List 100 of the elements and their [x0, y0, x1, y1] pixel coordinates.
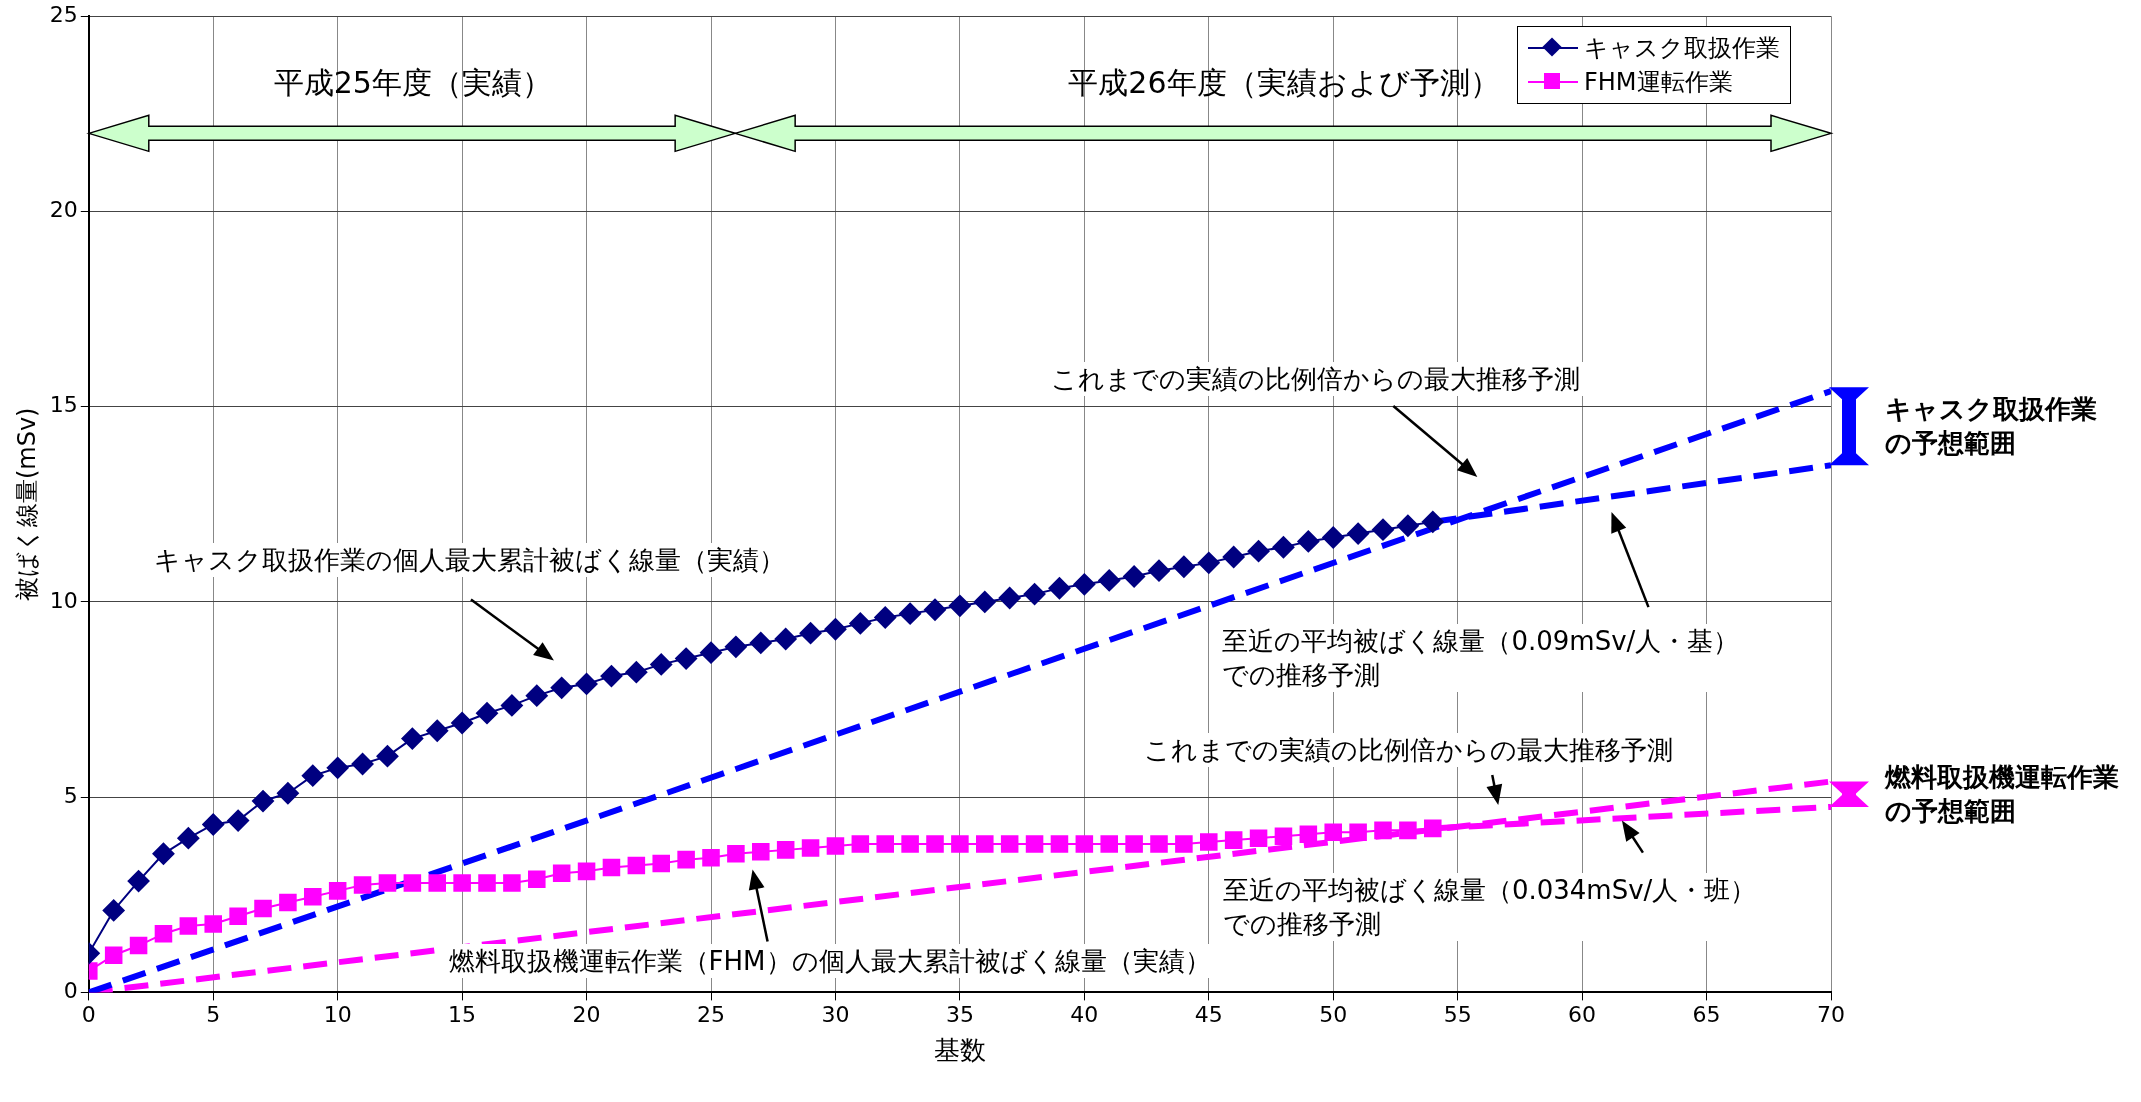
point — [525, 684, 548, 707]
point — [1197, 551, 1220, 574]
x-tick-label: 55 — [1443, 1002, 1472, 1028]
point — [677, 850, 695, 869]
point — [476, 702, 499, 725]
point — [951, 835, 969, 853]
point — [401, 727, 424, 750]
point — [252, 790, 275, 813]
point — [304, 887, 322, 906]
point — [1421, 510, 1444, 533]
point — [752, 843, 770, 861]
point — [973, 590, 996, 613]
point — [177, 827, 200, 850]
x-tick-label: 70 — [1817, 1002, 1845, 1028]
y-tick-label: 20 — [49, 197, 78, 223]
point — [451, 711, 474, 734]
point — [229, 907, 247, 926]
point — [204, 915, 223, 933]
point — [254, 899, 272, 918]
point — [851, 835, 870, 853]
point — [1324, 823, 1343, 842]
point — [351, 752, 374, 775]
annotation: 平成25年度（実績） — [272, 64, 553, 100]
point — [1272, 536, 1295, 559]
annotation: 平成26年度（実績および予測） — [1067, 64, 1501, 100]
text: キャスク取扱作業の予想範囲 — [1884, 393, 2098, 461]
point — [279, 893, 297, 912]
point — [528, 870, 546, 888]
point — [824, 618, 847, 641]
point — [1148, 559, 1171, 582]
point — [976, 835, 994, 853]
y-tick-label: 15 — [49, 392, 78, 418]
y-tick-label: 5 — [63, 782, 78, 808]
point — [154, 925, 173, 943]
point — [1025, 835, 1044, 853]
point — [577, 862, 596, 881]
point — [602, 858, 621, 877]
point — [1274, 827, 1293, 845]
point — [378, 874, 397, 892]
legend-label: FHM運転作業 — [1584, 67, 1733, 99]
point — [552, 864, 571, 883]
point — [478, 874, 496, 892]
point — [1396, 514, 1419, 537]
point — [500, 694, 523, 717]
point — [1347, 522, 1370, 545]
x-tick-label: 45 — [1194, 1002, 1223, 1028]
point — [227, 809, 250, 832]
point — [376, 745, 399, 768]
annotation: 燃料取扱機運転作業（FHM）の個人最大累計被ばく線量（実績） — [444, 944, 1215, 979]
point — [998, 587, 1021, 610]
point — [1073, 573, 1096, 596]
x-axis-title: 基数 — [933, 1035, 986, 1066]
point — [899, 602, 922, 625]
x-tick-label: 35 — [945, 1002, 974, 1028]
x-tick-label: 30 — [821, 1002, 850, 1028]
point — [876, 835, 895, 853]
point — [1374, 821, 1392, 840]
point — [1098, 569, 1121, 592]
point — [1424, 819, 1442, 838]
point — [428, 874, 447, 892]
point — [1349, 823, 1367, 842]
y-tick-label: 10 — [49, 587, 78, 613]
point — [1247, 540, 1270, 563]
point — [1224, 831, 1243, 849]
point — [652, 854, 671, 873]
point — [600, 665, 623, 688]
point — [1100, 835, 1119, 853]
point — [550, 676, 573, 699]
point — [1222, 546, 1245, 569]
point — [749, 631, 772, 654]
point — [849, 612, 872, 635]
point — [1172, 555, 1195, 578]
x-tick-label: 15 — [448, 1002, 477, 1028]
y-tick-label: 0 — [63, 978, 78, 1004]
point — [948, 594, 971, 617]
point — [1399, 821, 1417, 840]
point — [104, 946, 123, 965]
point — [1200, 833, 1218, 851]
point — [801, 839, 820, 857]
x-tick-label: 20 — [572, 1002, 601, 1028]
annotation: これまでの実績の比例倍からの最大推移予測 — [1047, 361, 1585, 396]
x-tick-label: 65 — [1692, 1002, 1721, 1028]
point — [179, 917, 198, 935]
point — [503, 874, 521, 892]
x-tick-label: 25 — [697, 1002, 726, 1028]
point — [276, 782, 299, 805]
point — [326, 756, 349, 779]
point — [702, 848, 720, 867]
point — [1150, 835, 1168, 853]
point — [700, 641, 723, 664]
x-tick-label: 60 — [1568, 1002, 1597, 1028]
point — [426, 719, 449, 742]
point — [1050, 835, 1069, 853]
point — [901, 835, 919, 853]
annotation: キャスク取扱作業の個人最大累計被ばく線量（実績） — [149, 543, 789, 578]
point — [627, 856, 646, 875]
x-tick-label: 5 — [206, 1002, 221, 1028]
point — [799, 622, 822, 645]
point — [650, 653, 673, 676]
point — [129, 936, 148, 955]
